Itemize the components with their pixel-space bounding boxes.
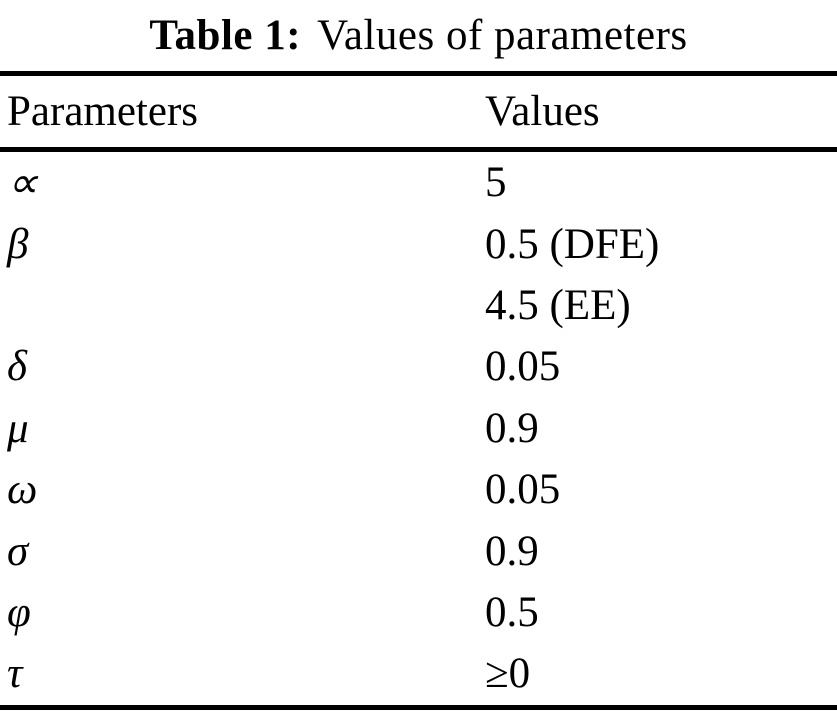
value-cell: 5 bbox=[485, 159, 507, 207]
value-cell: ≥0 bbox=[485, 650, 531, 698]
param-cell: β bbox=[7, 220, 29, 268]
table-row: φ 0.5 bbox=[0, 582, 837, 643]
param-cell: δ bbox=[7, 343, 27, 391]
param-cell: φ bbox=[7, 588, 31, 636]
header-parameters: Parameters bbox=[7, 88, 199, 135]
table-row: τ ≥0 bbox=[0, 643, 837, 704]
param-cell: σ bbox=[7, 527, 29, 575]
value-cell: 0.9 bbox=[485, 404, 539, 452]
table-row: ω 0.05 bbox=[0, 459, 837, 520]
param-cell: ω bbox=[7, 466, 38, 514]
value-cell: 0.05 bbox=[485, 343, 561, 391]
table-row: δ 0.05 bbox=[0, 336, 837, 397]
param-cell: ∝ bbox=[7, 159, 38, 207]
param-cell: τ bbox=[7, 650, 23, 698]
value-cell: 0.9 bbox=[485, 527, 539, 575]
value-cell: 0.5 bbox=[485, 588, 539, 636]
header-values: Values bbox=[485, 88, 600, 135]
table-row: σ 0.9 bbox=[0, 520, 837, 581]
rule-bottom bbox=[0, 704, 837, 710]
table-header-row: Parameters Values bbox=[0, 76, 837, 147]
value-cell: 0.05 bbox=[485, 466, 561, 514]
table-row: ∝ 5 bbox=[0, 152, 837, 213]
param-cell: μ bbox=[7, 404, 29, 452]
table-caption-label: Table 1: bbox=[149, 12, 302, 59]
value-cell: 4.5 (EE) bbox=[485, 281, 631, 329]
table-row: μ 0.9 bbox=[0, 398, 837, 459]
table-caption: Table 1: Values of parameters bbox=[0, 0, 837, 71]
table-row: β 0.5 (DFE) bbox=[0, 213, 837, 274]
value-cell: 0.5 (DFE) bbox=[485, 220, 660, 268]
rule-top bbox=[0, 71, 837, 76]
rule-header bbox=[0, 147, 837, 152]
table-caption-text: Values of parameters bbox=[317, 12, 688, 59]
table-row: 4.5 (EE) bbox=[0, 275, 837, 336]
